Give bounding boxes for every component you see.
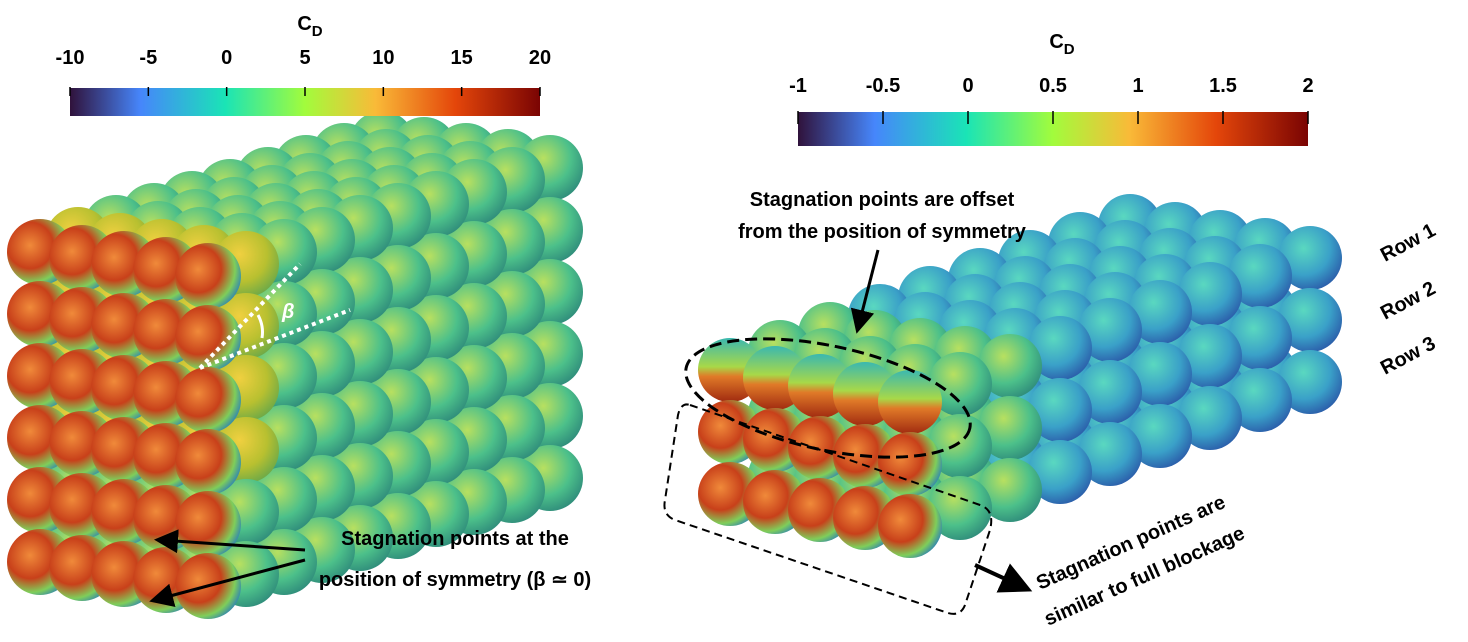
colorbar-title: CD: [1049, 31, 1074, 58]
colorbar-tick-label: 1.5: [1209, 75, 1237, 97]
colorbar-tick-label: -0.5: [866, 75, 900, 97]
annotation: Stagnation points are offset: [750, 189, 1015, 211]
angle-label: β: [281, 301, 294, 323]
sphere: [878, 370, 942, 434]
sphere: [878, 494, 942, 558]
row-label: Row 3: [1377, 332, 1439, 379]
figure: CD CD β Stagnation points at the positio…: [0, 0, 1468, 642]
sphere: [175, 367, 241, 433]
annotation: position of symmetry (β ≃ 0): [319, 569, 591, 591]
row-label: Row 2: [1377, 277, 1439, 324]
annotation: from the position of symmetry: [738, 221, 1027, 243]
sphere: [878, 432, 942, 496]
row-label: Row 1: [1377, 219, 1439, 266]
colorbar-tick-label: -1: [789, 75, 807, 97]
colorbar-tick-label: 0: [221, 47, 232, 69]
sphere: [175, 491, 241, 557]
colorbar-tick-label: -5: [139, 47, 157, 69]
colorbar-tick-label: -10: [56, 47, 85, 69]
colorbar-tick-label: 2: [1302, 75, 1313, 97]
colorbar-tick-label: 15: [451, 47, 473, 69]
annotation: Stagnation points at the: [341, 528, 569, 550]
colorbar-tick-label: 1: [1132, 75, 1143, 97]
colorbar-tick-label: 0: [962, 75, 973, 97]
colorbar-tick-label: 5: [299, 47, 310, 69]
sphere: [175, 429, 241, 495]
colorbar-tick-label: 20: [529, 47, 551, 69]
colorbar-tick-label: 10: [372, 47, 394, 69]
sphere: [175, 243, 241, 309]
colorbar-tick-label: 0.5: [1039, 75, 1067, 97]
colorbar-title: CD: [297, 13, 322, 40]
arrow: [975, 565, 1025, 588]
